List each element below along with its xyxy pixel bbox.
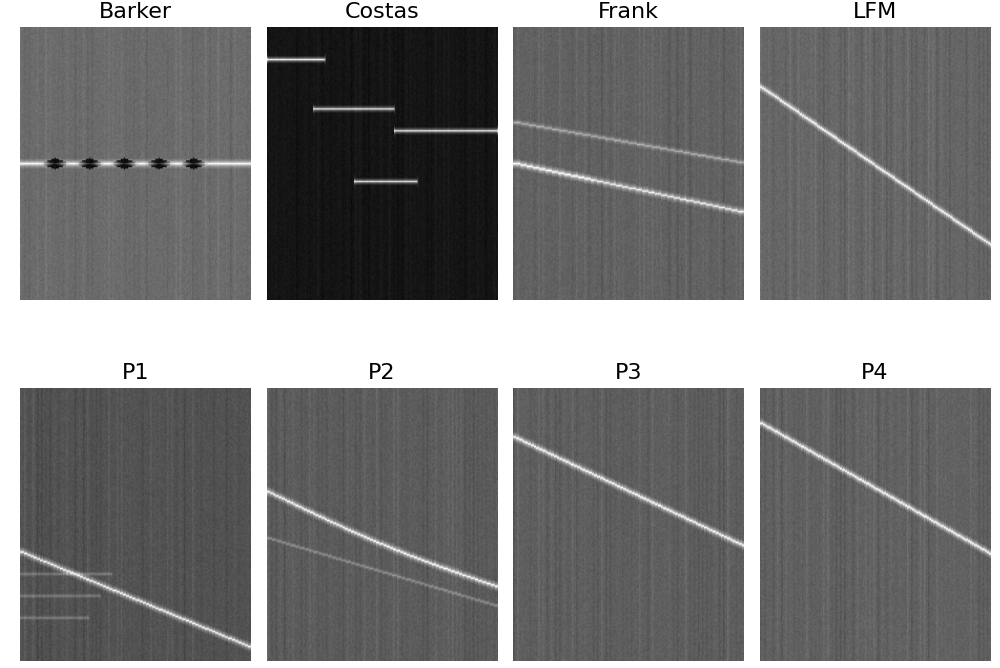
Title: P2: P2 [368,363,395,383]
Title: P3: P3 [615,363,642,383]
Title: LFM: LFM [853,3,897,23]
Title: Frank: Frank [598,3,659,23]
Title: P1: P1 [121,363,149,383]
Title: P4: P4 [861,363,889,383]
Title: Barker: Barker [99,3,172,23]
Title: Costas: Costas [344,3,419,23]
